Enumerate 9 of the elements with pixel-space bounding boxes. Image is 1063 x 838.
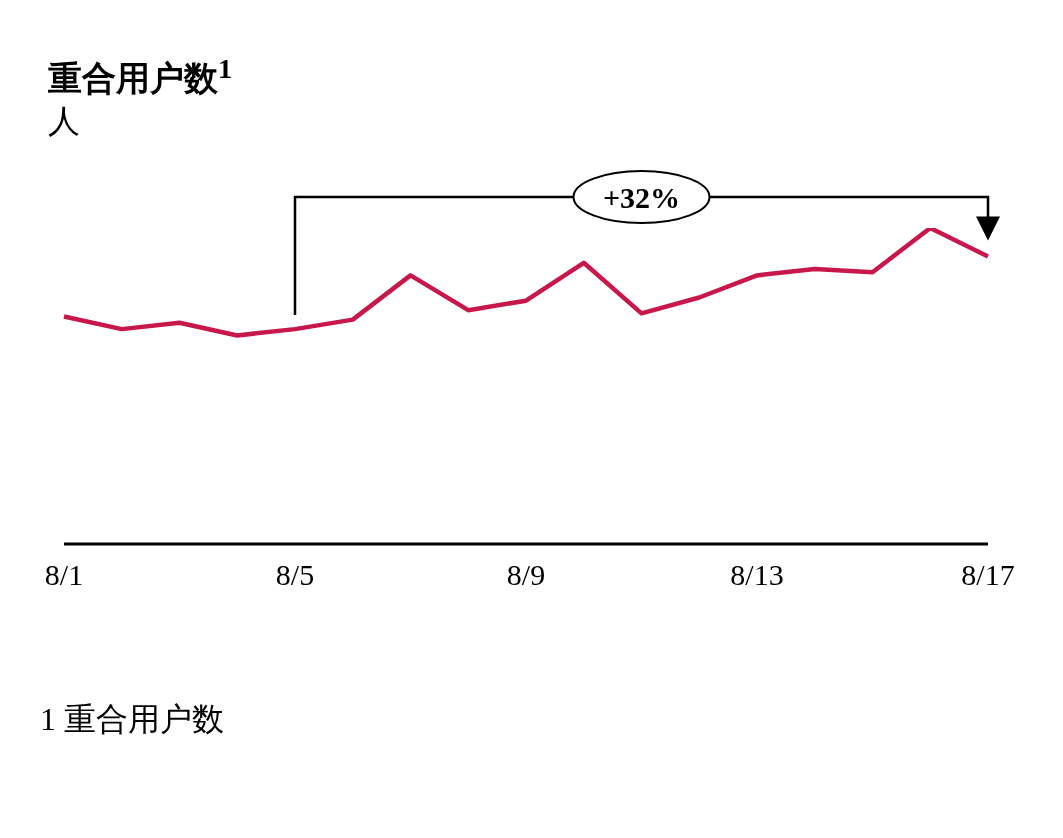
x-tick-label: 8/1 bbox=[44, 558, 84, 592]
x-tick-label: 8/9 bbox=[506, 558, 546, 592]
x-tick-label: 8/13 bbox=[730, 558, 784, 592]
text: 1 重合用户数 bbox=[40, 700, 224, 739]
x-tick-label: 8/5 bbox=[275, 558, 315, 592]
x-tick-label: 8/17 bbox=[961, 558, 1015, 592]
chart-title: 重合用户数$^{1}$ bbox=[48, 53, 233, 100]
text: +32% bbox=[602, 181, 681, 214]
y-axis-title: 人 bbox=[48, 102, 80, 141]
